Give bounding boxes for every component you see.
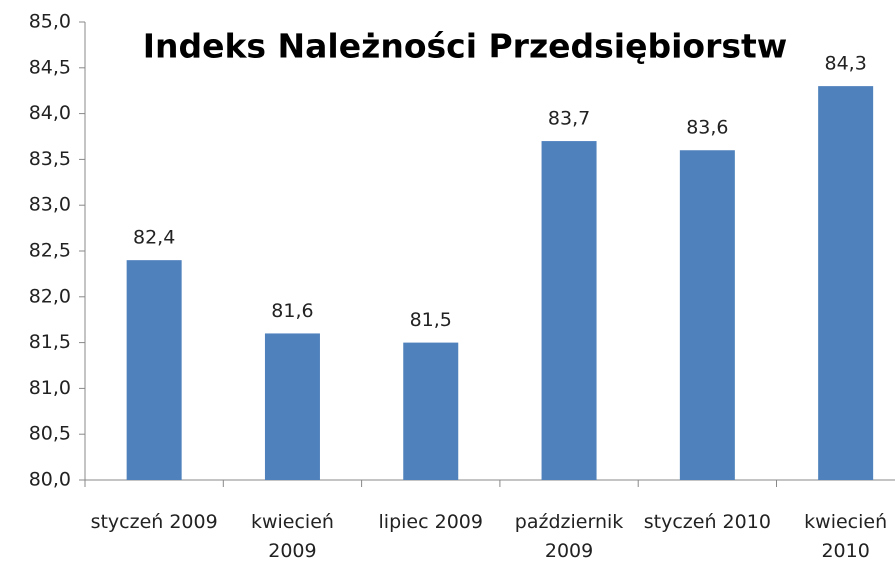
y-tick-label: 84,5 [29, 56, 71, 78]
data-label: 83,6 [686, 117, 728, 139]
bar [679, 150, 735, 481]
chart-title: Indeks Należności Przedsiębiorstw [143, 27, 788, 66]
bar [126, 260, 182, 480]
x-tick-label: lipiec 2009 [378, 511, 483, 533]
y-tick-label: 83,5 [29, 148, 71, 170]
x-tick-label: kwiecień 2009 [250, 511, 334, 562]
bar [264, 333, 320, 480]
y-tick-label: 83,0 [29, 194, 71, 216]
y-tick-label: 82,0 [29, 285, 71, 307]
bar [403, 342, 459, 480]
y-tick-label: 81,0 [29, 377, 71, 399]
y-tick-label: 80,0 [29, 469, 71, 491]
data-label: 84,3 [824, 53, 866, 75]
x-tick-label: styczeń 2010 [643, 511, 771, 533]
y-tick-label: 84,0 [29, 102, 71, 124]
data-label: 83,7 [548, 108, 590, 130]
y-tick-label: 81,5 [29, 331, 71, 353]
bar [818, 86, 874, 481]
x-tick-label: październik 2009 [514, 511, 624, 562]
y-tick-label: 80,5 [29, 423, 71, 445]
data-label: 81,6 [271, 300, 313, 322]
y-tick-label: 85,0 [29, 11, 71, 33]
x-tick-label: kwiecień 2010 [804, 511, 888, 562]
data-label: 82,4 [133, 227, 175, 249]
x-tick-label: styczeń 2009 [90, 511, 218, 533]
data-label: 81,5 [410, 309, 452, 331]
y-tick-label: 82,5 [29, 240, 71, 262]
bar [541, 141, 597, 480]
